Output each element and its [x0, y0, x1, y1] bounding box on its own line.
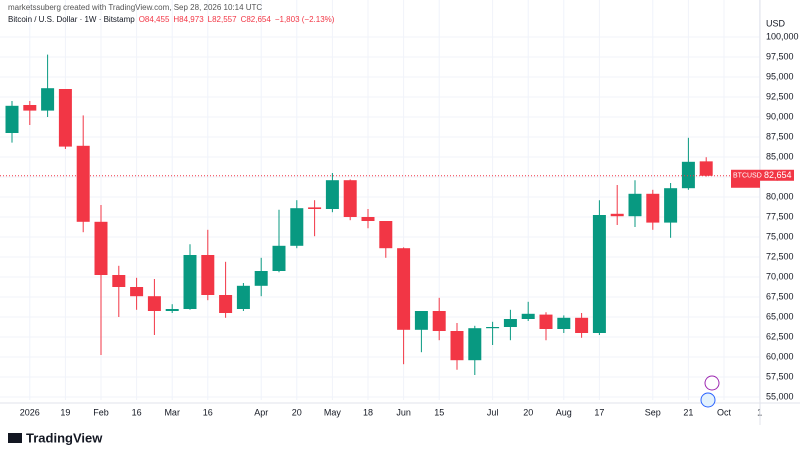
y-tick-label: 75,000: [766, 231, 794, 241]
candle-body: [147, 296, 161, 311]
candle-body: [272, 245, 286, 271]
candle-body: [628, 193, 642, 217]
x-tick-label: 16: [203, 407, 213, 417]
ohlc: H84,973: [173, 15, 204, 24]
candle-body: [664, 188, 678, 223]
y-tick-label: 90,000: [766, 111, 794, 121]
candle-body: [343, 180, 357, 217]
x-tick-label: May: [324, 407, 342, 417]
candle-body: [325, 180, 339, 209]
candle-body: [361, 217, 375, 221]
x-tick-label: 20: [292, 407, 302, 417]
y-tick-label: 55,000: [766, 391, 794, 401]
candle-body: [468, 328, 482, 361]
x-tick-label: Feb: [93, 407, 109, 417]
legend: Bitcoin / U.S. Dollar · 1W · Bitstamp O8…: [8, 15, 334, 24]
candle-body: [414, 311, 428, 330]
candle-body: [681, 161, 695, 189]
last-price: 82,654: [764, 170, 792, 180]
header: marketssuberg created with TradingView.c…: [8, 3, 263, 12]
candle-body: [575, 317, 589, 333]
countdown: 6d 14h: [764, 182, 786, 189]
candle-body: [610, 213, 624, 217]
y-tick-label: 97,500: [766, 51, 794, 61]
y-tick-label: 92,500: [766, 91, 794, 101]
candle-body: [521, 313, 535, 319]
candle-body: [94, 221, 108, 275]
candle-body: [219, 295, 233, 313]
x-tick-label: 20: [523, 407, 533, 417]
y-tick-label: 95,000: [766, 71, 794, 81]
x-tick-label: Sep: [645, 407, 661, 417]
candle-body: [432, 311, 446, 331]
candle-body: [699, 161, 713, 176]
candle-body: [290, 208, 304, 246]
logo-icon: [8, 433, 22, 443]
candle-body: [130, 287, 144, 297]
candle-body: [646, 193, 660, 223]
candle-body: [76, 145, 90, 222]
y-tick-label: 57,500: [766, 371, 794, 381]
currency: USD: [766, 18, 786, 28]
x-tick-label: 15: [434, 407, 444, 417]
y-tick-label: 67,500: [766, 291, 794, 301]
y-tick-label: 80,000: [766, 191, 794, 201]
price-tag: [731, 169, 760, 188]
event-icon: [704, 375, 720, 391]
x-tick-label: 18: [363, 407, 373, 417]
y-tick-label: 65,000: [766, 311, 794, 321]
x-tick-label: 16: [132, 407, 142, 417]
candle-body: [308, 207, 322, 209]
y-tick-label: 70,000: [766, 271, 794, 281]
candle-body: [5, 105, 19, 133]
candle-body: [503, 319, 517, 327]
price-tag: [760, 169, 794, 181]
candle-body: [450, 331, 464, 361]
y-tick-label: 60,000: [766, 351, 794, 361]
candle-body: [112, 275, 126, 287]
candle-body: [254, 271, 268, 286]
ticker: BTCUSD: [733, 173, 762, 180]
candle-body: [58, 89, 72, 147]
event-icon: [700, 392, 716, 408]
change: −1,803 (−2.13%): [274, 15, 335, 24]
brand: TradingView: [26, 430, 103, 445]
x-tick-label: 21: [683, 407, 693, 417]
y-tick-label: 77,500: [766, 211, 794, 221]
x-tick-label: 19: [60, 407, 70, 417]
ohlc: O84,455: [138, 15, 170, 24]
x-tick-label: Aug: [556, 407, 572, 417]
y-tick-label: 85,000: [766, 151, 794, 161]
symbol: Bitcoin / U.S. Dollar · 1W · Bitstamp: [8, 15, 135, 24]
x-tick-label: Mar: [164, 407, 180, 417]
y-tick-label: 72,500: [766, 251, 794, 261]
x-tick-label: 2026: [20, 407, 40, 417]
x-tick-label: Apr: [254, 407, 268, 417]
candle-body: [539, 314, 553, 329]
candle-body: [41, 88, 55, 111]
candle-body: [557, 317, 571, 329]
ohlc: L82,557: [207, 15, 237, 24]
y-tick-label: 62,500: [766, 331, 794, 341]
candle-body: [183, 255, 197, 309]
candle-body: [236, 285, 250, 309]
candle-body: [486, 327, 500, 329]
candle-body: [23, 105, 37, 111]
y-tick-label: 100,000: [766, 31, 799, 41]
plot: 55,000 57,500 60,000 62,500 65,000 67,500 70,0…: [0, 0, 800, 425]
y-tick-label: 87,500: [766, 131, 794, 141]
x-tick-label: Jun: [396, 407, 411, 417]
x-tick-label: Oct: [717, 407, 732, 417]
x-tick-label: Jul: [487, 407, 499, 417]
candle-body: [165, 309, 179, 311]
candle-body: [379, 221, 393, 249]
candle-body: [397, 248, 411, 330]
ohlc: C82,654: [240, 15, 271, 24]
candle-body: [592, 215, 606, 333]
x-tick-label: 17: [594, 407, 604, 417]
candle-body: [201, 255, 215, 295]
